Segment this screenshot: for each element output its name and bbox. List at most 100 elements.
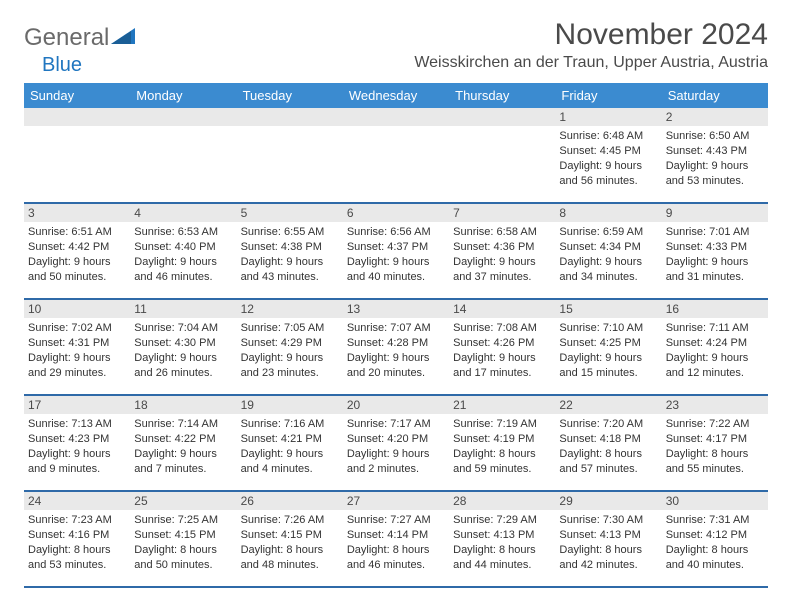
day-cell: Sunrise: 6:51 AMSunset: 4:42 PMDaylight:… <box>24 222 130 298</box>
day-daylight2: and 53 minutes. <box>28 558 126 573</box>
day-cell: Sunrise: 7:19 AMSunset: 4:19 PMDaylight:… <box>449 414 555 490</box>
day-number: 23 <box>662 396 768 414</box>
day-sunset: Sunset: 4:25 PM <box>559 336 657 351</box>
day-daylight2: and 48 minutes. <box>241 558 339 573</box>
daynum-row: 17181920212223 <box>24 396 768 414</box>
day-daylight1: Daylight: 8 hours <box>453 543 551 558</box>
day-daylight2: and 7 minutes. <box>134 462 232 477</box>
day-daylight1: Daylight: 8 hours <box>559 543 657 558</box>
day-sunrise: Sunrise: 6:48 AM <box>559 129 657 144</box>
week-row: Sunrise: 6:51 AMSunset: 4:42 PMDaylight:… <box>24 222 768 300</box>
day-sunrise: Sunrise: 7:07 AM <box>347 321 445 336</box>
day-number: 8 <box>555 204 661 222</box>
day-daylight1: Daylight: 9 hours <box>28 255 126 270</box>
day-number: 14 <box>449 300 555 318</box>
day-cell <box>449 126 555 202</box>
day-sunset: Sunset: 4:19 PM <box>453 432 551 447</box>
calendar-page: General November 2024 Weisskirchen an de… <box>0 0 792 606</box>
day-sunset: Sunset: 4:15 PM <box>241 528 339 543</box>
dayname-header: Saturday <box>662 83 768 108</box>
day-cell: Sunrise: 7:17 AMSunset: 4:20 PMDaylight:… <box>343 414 449 490</box>
dayname-header: Wednesday <box>343 83 449 108</box>
day-number: 18 <box>130 396 236 414</box>
day-cell: Sunrise: 7:11 AMSunset: 4:24 PMDaylight:… <box>662 318 768 394</box>
daynum-row: 10111213141516 <box>24 300 768 318</box>
day-daylight1: Daylight: 9 hours <box>134 447 232 462</box>
day-cell: Sunrise: 7:04 AMSunset: 4:30 PMDaylight:… <box>130 318 236 394</box>
day-daylight1: Daylight: 9 hours <box>347 351 445 366</box>
day-daylight1: Daylight: 9 hours <box>241 447 339 462</box>
day-cell: Sunrise: 7:16 AMSunset: 4:21 PMDaylight:… <box>237 414 343 490</box>
day-daylight1: Daylight: 9 hours <box>28 447 126 462</box>
day-daylight2: and 2 minutes. <box>347 462 445 477</box>
day-daylight2: and 53 minutes. <box>666 174 764 189</box>
title-block: November 2024 Weisskirchen an der Traun,… <box>414 18 768 72</box>
day-daylight2: and 23 minutes. <box>241 366 339 381</box>
day-daylight1: Daylight: 9 hours <box>241 351 339 366</box>
day-number <box>343 108 449 126</box>
day-sunset: Sunset: 4:36 PM <box>453 240 551 255</box>
day-sunrise: Sunrise: 6:51 AM <box>28 225 126 240</box>
day-sunset: Sunset: 4:31 PM <box>28 336 126 351</box>
day-sunrise: Sunrise: 7:31 AM <box>666 513 764 528</box>
day-daylight1: Daylight: 9 hours <box>453 255 551 270</box>
day-sunset: Sunset: 4:29 PM <box>241 336 339 351</box>
day-sunrise: Sunrise: 7:19 AM <box>453 417 551 432</box>
day-daylight2: and 26 minutes. <box>134 366 232 381</box>
day-number: 29 <box>555 492 661 510</box>
day-daylight2: and 50 minutes. <box>28 270 126 285</box>
dayname-header: Friday <box>555 83 661 108</box>
day-number: 15 <box>555 300 661 318</box>
day-sunrise: Sunrise: 7:27 AM <box>347 513 445 528</box>
day-number: 16 <box>662 300 768 318</box>
day-daylight1: Daylight: 9 hours <box>453 351 551 366</box>
day-number: 3 <box>24 204 130 222</box>
dayname-header: Monday <box>130 83 236 108</box>
location-text: Weisskirchen an der Traun, Upper Austria… <box>414 54 768 72</box>
day-daylight2: and 17 minutes. <box>453 366 551 381</box>
day-sunset: Sunset: 4:22 PM <box>134 432 232 447</box>
day-number: 9 <box>662 204 768 222</box>
day-number <box>130 108 236 126</box>
day-daylight1: Daylight: 8 hours <box>666 447 764 462</box>
day-number <box>449 108 555 126</box>
day-daylight2: and 46 minutes. <box>347 558 445 573</box>
day-number: 27 <box>343 492 449 510</box>
day-sunrise: Sunrise: 7:02 AM <box>28 321 126 336</box>
day-cell: Sunrise: 7:23 AMSunset: 4:16 PMDaylight:… <box>24 510 130 586</box>
day-cell: Sunrise: 6:56 AMSunset: 4:37 PMDaylight:… <box>343 222 449 298</box>
day-daylight1: Daylight: 9 hours <box>241 255 339 270</box>
day-daylight2: and 12 minutes. <box>666 366 764 381</box>
day-number: 13 <box>343 300 449 318</box>
day-sunrise: Sunrise: 6:50 AM <box>666 129 764 144</box>
day-sunset: Sunset: 4:12 PM <box>666 528 764 543</box>
day-number: 17 <box>24 396 130 414</box>
day-cell: Sunrise: 6:55 AMSunset: 4:38 PMDaylight:… <box>237 222 343 298</box>
day-cell: Sunrise: 7:08 AMSunset: 4:26 PMDaylight:… <box>449 318 555 394</box>
day-sunrise: Sunrise: 7:11 AM <box>666 321 764 336</box>
day-cell <box>24 126 130 202</box>
day-sunset: Sunset: 4:30 PM <box>134 336 232 351</box>
day-sunrise: Sunrise: 6:53 AM <box>134 225 232 240</box>
day-daylight1: Daylight: 9 hours <box>666 255 764 270</box>
day-sunset: Sunset: 4:34 PM <box>559 240 657 255</box>
week-row: Sunrise: 7:23 AMSunset: 4:16 PMDaylight:… <box>24 510 768 588</box>
day-sunrise: Sunrise: 6:56 AM <box>347 225 445 240</box>
day-sunset: Sunset: 4:28 PM <box>347 336 445 351</box>
day-number: 24 <box>24 492 130 510</box>
day-cell: Sunrise: 7:27 AMSunset: 4:14 PMDaylight:… <box>343 510 449 586</box>
day-sunset: Sunset: 4:17 PM <box>666 432 764 447</box>
day-number: 5 <box>237 204 343 222</box>
day-cell: Sunrise: 6:48 AMSunset: 4:45 PMDaylight:… <box>555 126 661 202</box>
day-number: 26 <box>237 492 343 510</box>
day-daylight1: Daylight: 9 hours <box>666 351 764 366</box>
day-sunrise: Sunrise: 6:59 AM <box>559 225 657 240</box>
day-cell: Sunrise: 6:58 AMSunset: 4:36 PMDaylight:… <box>449 222 555 298</box>
dayname-header: Sunday <box>24 83 130 108</box>
day-sunset: Sunset: 4:40 PM <box>134 240 232 255</box>
day-daylight2: and 56 minutes. <box>559 174 657 189</box>
day-cell: Sunrise: 7:29 AMSunset: 4:13 PMDaylight:… <box>449 510 555 586</box>
day-sunrise: Sunrise: 6:55 AM <box>241 225 339 240</box>
day-sunrise: Sunrise: 7:26 AM <box>241 513 339 528</box>
day-sunset: Sunset: 4:42 PM <box>28 240 126 255</box>
